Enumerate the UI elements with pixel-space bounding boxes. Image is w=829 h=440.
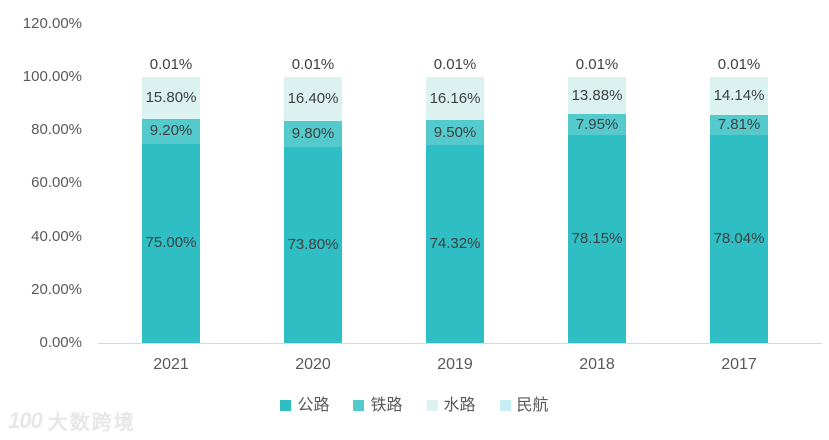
y-tick-label: 60.00% xyxy=(31,174,82,192)
bar-segment-铁路 xyxy=(142,119,200,144)
bar-segment-公路 xyxy=(284,146,342,343)
watermark-logo-icon: 100 xyxy=(8,407,43,433)
bar-value-label: 15.80% xyxy=(145,89,197,107)
legend: 公路 铁路 水路 民航 xyxy=(0,396,829,415)
bar-value-label: 9.20% xyxy=(149,122,193,140)
bar-value-label: 0.01% xyxy=(433,56,477,74)
bar-segment-水路 xyxy=(568,77,626,114)
legend-swatch-icon xyxy=(353,400,365,411)
legend-swatch-icon xyxy=(499,400,511,411)
bar-value-label: 0.01% xyxy=(575,56,619,74)
bar-segment-公路 xyxy=(568,135,626,343)
bar-column-2019: 74.32% 9.50% 16.16% 0.01% xyxy=(426,56,484,343)
watermark: 100 大数跨境 xyxy=(8,406,136,435)
legend-item-民航: 民航 xyxy=(499,396,549,415)
x-tick-label: 2019 xyxy=(437,356,473,373)
legend-swatch-icon xyxy=(426,400,438,411)
bar-column-2018: 78.15% 7.95% 13.88% 0.01% xyxy=(568,56,626,343)
bar-value-label: 9.50% xyxy=(433,123,477,141)
y-axis: 0.00% 20.00% 40.00% 60.00% 80.00% 100.00% 120.… xyxy=(0,15,82,351)
bar-value-label: 7.95% xyxy=(575,115,619,133)
bar-value-label: 14.14% xyxy=(713,86,765,104)
plot-area: 75.00% 9.20% 15.80% 0.01% 73.80% 9.80% 16.40% 0… xyxy=(100,56,810,343)
y-tick-label: 120.00% xyxy=(22,14,82,32)
bar-segment-公路 xyxy=(710,135,768,343)
bar-column-2017: 78.04% 7.81% 14.14% 0.01% xyxy=(710,56,768,343)
x-axis-line xyxy=(98,343,822,344)
bar-value-label: 0.01% xyxy=(717,56,761,73)
bar-value-label: 73.80% xyxy=(287,235,339,253)
bar-segment-铁路 xyxy=(568,113,626,136)
bar-value-label: 78.04% xyxy=(713,230,765,248)
bar-value-label: 16.16% xyxy=(429,89,481,107)
x-tick-label: 2020 xyxy=(295,356,331,373)
bar-value-label: 0.01% xyxy=(291,55,335,73)
y-tick-label: 20.00% xyxy=(31,280,82,298)
bar-segment-铁路 xyxy=(284,120,342,147)
legend-label: 铁路 xyxy=(370,397,403,414)
legend-label: 公路 xyxy=(297,397,330,414)
y-tick-label: 40.00% xyxy=(31,227,82,245)
bar-segment-水路 xyxy=(284,77,342,121)
bar-value-label: 13.88% xyxy=(571,86,623,104)
bar-value-label: 74.32% xyxy=(429,235,481,253)
bar-value-label: 0.01% xyxy=(149,55,193,73)
bar-segment-水路 xyxy=(710,77,768,115)
bar-segment-公路 xyxy=(142,143,200,343)
bar-segment-水路 xyxy=(426,77,484,121)
x-tick-label: 2021 xyxy=(153,356,189,373)
bar-value-label: 78.15% xyxy=(571,230,623,248)
bar-value-label: 75.00% xyxy=(145,234,197,252)
legend-label: 民航 xyxy=(516,397,549,414)
y-tick-label: 80.00% xyxy=(31,121,82,139)
legend-item-水路: 水路 xyxy=(426,396,476,415)
legend-item-铁路: 铁路 xyxy=(353,396,403,415)
bar-segment-公路 xyxy=(426,145,484,343)
watermark-text: 大数跨境 xyxy=(47,412,136,434)
y-tick-label: 0.00% xyxy=(39,334,82,351)
x-tick-label: 2017 xyxy=(721,356,757,373)
bar-value-label: 16.40% xyxy=(287,89,339,107)
bar-segment-水路 xyxy=(142,77,200,120)
bar-value-label: 7.81% xyxy=(717,116,761,134)
legend-item-公路: 公路 xyxy=(280,396,329,415)
x-tick-label: 2018 xyxy=(579,356,615,373)
bar-column-2021: 75.00% 9.20% 15.80% 0.01% xyxy=(142,56,200,343)
x-axis: 2021 2020 2019 2018 2017 xyxy=(100,355,810,375)
y-tick-label: 100.00% xyxy=(22,68,82,85)
bar-segment-铁路 xyxy=(710,114,768,136)
bar-segment-铁路 xyxy=(426,120,484,146)
legend-label: 水路 xyxy=(443,397,476,414)
bar-column-2020: 73.80% 9.80% 16.40% 0.01% xyxy=(284,56,342,343)
legend-swatch-icon xyxy=(280,400,292,411)
bar-value-label: 9.80% xyxy=(291,124,335,142)
